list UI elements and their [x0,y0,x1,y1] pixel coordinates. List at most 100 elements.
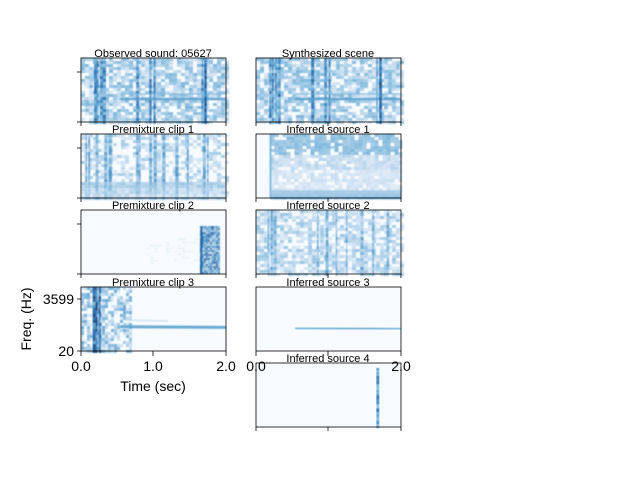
spectrogram-cell [162,149,166,152]
spectrogram-cell [161,73,165,76]
spectrogram-cell [358,182,363,185]
spectrogram-cell [121,67,125,70]
spectrogram-cell [276,234,280,237]
spectrogram-cell [95,296,98,299]
spectrogram-cell [270,234,273,237]
spectrogram-cell [350,155,355,158]
spectrogram-cell [336,61,340,64]
spectrogram-cell [300,82,304,85]
spectrogram-cell [302,161,307,164]
spectrogram-cell [109,79,113,82]
spectrogram-cell [108,170,112,173]
spectrogram-cell [177,100,181,103]
spectrogram-cell [274,76,278,79]
spectrogram-cell [274,70,278,73]
spectrogram-cell [284,109,288,112]
spectrogram-cell [345,243,348,246]
spectrogram-cell [335,252,338,255]
spectrogram-cell [225,194,229,197]
spectrogram-cell [136,91,140,94]
spectrogram-cell [276,252,280,255]
spectrogram-cell [211,230,214,232]
spectrogram-cell [193,91,197,94]
spectrogram-cell [117,85,121,88]
spectrogram-cell [380,252,384,255]
spectrogram-cell [392,270,396,273]
spectrogram-cell [102,91,107,94]
spectrogram-cell [104,161,108,164]
spectrogram-cell [390,182,395,185]
spectrogram-cell [340,70,344,73]
spectrogram-cell [280,216,284,219]
spectrogram-cell [213,234,216,236]
spectrogram-cell [360,61,364,64]
spectrogram-cell [149,67,152,70]
spectrogram-cell [205,106,209,109]
spectrogram-cell [81,143,85,146]
spectrogram-cell [376,402,380,405]
spectrogram-cell [99,82,104,85]
spectrogram-cell [304,112,308,115]
spectrogram-cell [217,176,221,179]
spectrogram-cell [185,112,189,115]
spectrogram-cell [189,91,193,94]
spectrogram-cell [149,143,153,146]
spectrogram-cell [292,97,296,100]
spectrogram-cell [225,121,229,124]
spectrogram-cell [81,341,84,344]
spectrogram-cell [213,112,217,115]
spectrogram-cell [368,94,372,97]
spectrogram-cell [388,85,392,88]
spectrogram-cell [260,103,264,106]
spectrogram-cell [280,258,284,261]
spectrogram-cell [356,216,360,219]
spectrogram-cell [384,109,388,112]
spectrogram-cell [217,164,221,167]
spectrogram-cell [348,64,352,67]
spectrogram-cell [300,121,304,124]
spectrogram-cell [340,216,344,219]
spectrogram-cell [394,161,399,164]
spectrogram-cell [267,270,270,273]
spectrogram-cell [288,67,292,70]
spectrogram-cell [193,88,197,91]
spectrogram-cell [133,173,137,176]
spectrogram-cell [93,149,97,152]
spectrogram-cell [94,91,98,94]
spectrogram-cell [102,308,105,311]
spectrogram-cell [145,143,149,146]
spectrogram-cell [366,185,371,188]
spectrogram-cell [225,70,229,73]
spectrogram-cell [396,67,400,70]
spectrogram-cell [270,222,273,225]
spectrogram-cell [284,100,288,103]
spectrogram-cell [294,173,299,176]
spectrogram-cell [328,103,331,106]
spectrogram-cell [379,109,382,112]
spectrogram-cell [129,335,132,338]
spectrogram-cell [286,164,291,167]
spectrogram-cell [274,143,279,146]
spectrogram-cell [372,216,375,219]
spectrogram-cell [270,252,273,255]
spectrogram-cell [267,234,270,237]
spectrogram-cell [380,103,384,106]
spectrogram-cell [292,76,296,79]
spectrogram-cell [221,112,225,115]
spectrogram-cell [277,67,281,70]
spectrogram-cell [342,188,347,191]
spectrogram-cell [392,73,396,76]
spectrogram-cell [302,137,307,140]
spectrogram-cell [129,347,132,350]
spectrogram-cell [260,118,264,121]
spectrogram-cell [256,240,260,243]
spectrogram-cell [217,167,221,170]
spectrogram-cell [225,82,229,85]
spectrogram-cell [273,216,277,219]
spectrogram-cell [89,149,93,152]
spectrogram-cell [95,317,98,320]
spectrogram-cell [368,243,372,246]
spectrogram-cell [186,158,189,161]
spectrogram-cell [102,329,105,332]
spectrogram-cell [308,231,312,234]
